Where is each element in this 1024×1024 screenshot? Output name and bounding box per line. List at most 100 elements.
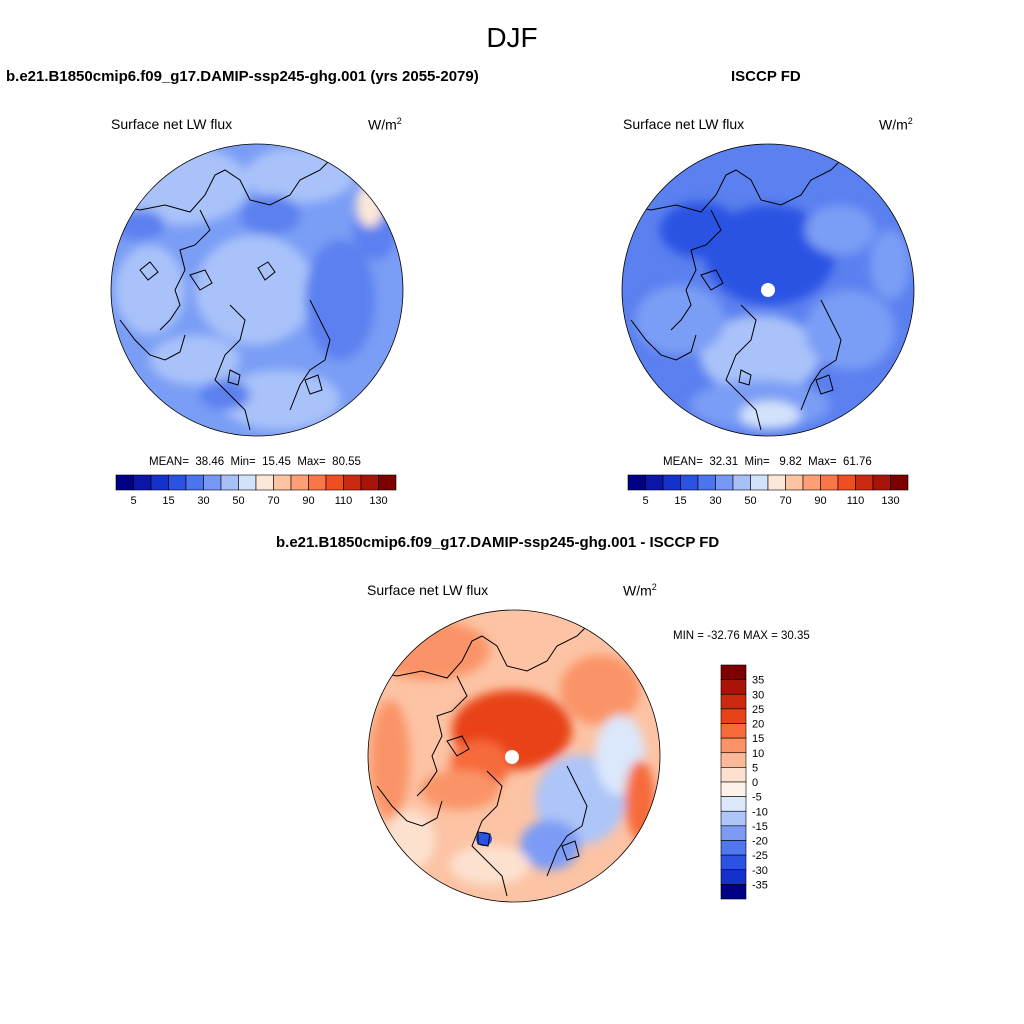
panel-2-title: ISCCP FD <box>731 68 801 85</box>
colorbar-swatch <box>720 752 747 768</box>
pole-hole <box>761 283 775 297</box>
colorbar-tick-label: 110 <box>847 495 865 507</box>
colorbar-swatch <box>238 474 257 491</box>
colorbar-swatch <box>720 693 747 710</box>
panel-2-variable-label: Surface net LW flux <box>623 116 745 132</box>
colorbar-swatch <box>273 474 292 491</box>
colorbar-swatch <box>168 474 187 491</box>
colorbar-swatch <box>720 840 747 856</box>
diff-panel-variable-label: Surface net LW flux <box>367 582 489 598</box>
colorbar-tick-label: 20 <box>752 719 764 731</box>
colorbar-swatch <box>697 474 716 491</box>
colorbar-swatch <box>720 869 747 885</box>
panel-2-stats: MEAN= 32.31 Min= 9.82 Max= 61.76 <box>663 456 872 468</box>
colorbar-tick-label: -30 <box>752 865 768 877</box>
colorbar-tick-label: 30 <box>709 495 721 507</box>
colorbar-swatch <box>680 474 699 491</box>
colorbar-observed: 5 15 30 50 70 90 110 130 <box>627 474 909 507</box>
diff-panel-minmax: MIN = -32.76 MAX = 30.35 <box>673 630 810 642</box>
colorbar-swatch <box>627 474 646 491</box>
colorbar-tick-label: 130 <box>369 495 387 507</box>
colorbar-swatch <box>645 474 664 491</box>
colorbar-tick-label: 50 <box>744 495 756 507</box>
colorbar-swatch <box>720 825 747 841</box>
page-title: DJF <box>486 22 538 53</box>
colorbar-swatch <box>732 474 751 491</box>
colorbar-swatch <box>150 474 169 491</box>
colorbar-tick-label: 70 <box>267 495 279 507</box>
colorbar-tick-label: 25 <box>752 704 764 716</box>
colorbar-swatch <box>720 781 747 797</box>
diff-panel-units: W/m2 <box>623 582 657 599</box>
panel-1-variable-label: Surface net LW flux <box>111 116 233 132</box>
colorbar-swatch <box>325 474 344 491</box>
colorbar-tick-label: 35 <box>752 675 764 687</box>
colorbar-swatch <box>290 474 309 491</box>
colorbar-swatch <box>203 474 222 491</box>
colorbar-tick-label: 10 <box>752 748 764 760</box>
colorbar-tick-label: 15 <box>674 495 686 507</box>
colorbar-swatch <box>767 474 786 491</box>
colorbar-swatch <box>720 723 747 739</box>
colorbar-tick-label: 5 <box>752 762 758 774</box>
colorbar-swatch <box>255 474 274 491</box>
colorbar-swatch <box>720 679 747 695</box>
colorbar-tick-label: -20 <box>752 836 768 848</box>
colorbar-tick-label: 30 <box>197 495 209 507</box>
colorbar-tick-label: 5 <box>130 495 136 507</box>
colorbar-tick-label: -5 <box>752 792 762 804</box>
colorbar-tick-label: -25 <box>752 850 768 862</box>
colorbar-tick-label: 15 <box>162 495 174 507</box>
colorbar-swatch <box>115 474 134 491</box>
panel-1-title: b.e21.B1850cmip6.f09_g17.DAMIP-ssp245-gh… <box>6 68 479 85</box>
pole-hole <box>505 750 519 764</box>
colorbar-tick-label: -15 <box>752 821 768 833</box>
colorbar-swatch <box>890 474 909 491</box>
colorbar-tick-label: 5 <box>642 495 648 507</box>
colorbar-tick-label: 110 <box>335 495 353 507</box>
colorbar-swatch <box>720 737 747 754</box>
colorbar-swatch <box>715 474 734 491</box>
colorbar-swatch <box>872 474 891 491</box>
colorbar-tick-label: 70 <box>779 495 791 507</box>
colorbar-model: 5 15 30 50 70 90 110 130 <box>115 474 397 507</box>
colorbar-swatch <box>720 884 747 900</box>
colorbar-swatch <box>360 474 379 491</box>
colorbar-tick-label: 0 <box>752 777 758 789</box>
polar-map-model <box>110 143 404 437</box>
colorbar-swatch <box>785 474 804 491</box>
colorbar-swatch <box>133 474 152 491</box>
colorbar-swatch <box>343 474 362 491</box>
colorbar-swatch <box>855 474 874 491</box>
colorbar-difference: 35 30 25 20 15 10 5 0 -5 -10 -15 -20 -25 -30 -35 <box>720 664 768 900</box>
colorbar-swatch <box>720 767 747 783</box>
colorbar-swatch <box>837 474 856 491</box>
colorbar-swatch <box>308 474 327 491</box>
colorbar-swatch <box>802 474 821 491</box>
colorbar-tick-label: 50 <box>232 495 244 507</box>
colorbar-swatch <box>220 474 239 491</box>
colorbar-swatch <box>720 664 747 680</box>
colorbar-swatch <box>720 708 747 724</box>
polar-map-observed <box>621 143 915 437</box>
polar-map-difference <box>367 609 661 903</box>
colorbar-swatch <box>820 474 839 491</box>
colorbar-swatch <box>720 854 747 871</box>
diff-panel-title: b.e21.B1850cmip6.f09_g17.DAMIP-ssp245-gh… <box>276 534 720 551</box>
colorbar-tick-label: 130 <box>881 495 899 507</box>
colorbar-tick-label: -35 <box>752 879 768 891</box>
panel-1-units: W/m2 <box>368 116 402 133</box>
panel-1-stats: MEAN= 38.46 Min= 15.45 Max= 80.55 <box>149 456 361 468</box>
colorbar-swatch <box>720 810 747 827</box>
colorbar-tick-label: 30 <box>752 689 764 701</box>
colorbar-swatch <box>720 796 747 812</box>
colorbar-tick-label: 90 <box>814 495 826 507</box>
colorbar-swatch <box>378 474 397 491</box>
colorbar-swatch <box>750 474 769 491</box>
colorbar-swatch <box>185 474 204 491</box>
colorbar-tick-label: 15 <box>752 733 764 745</box>
colorbar-tick-label: -10 <box>752 806 768 818</box>
colorbar-swatch <box>662 474 681 491</box>
colorbar-tick-label: 90 <box>302 495 314 507</box>
